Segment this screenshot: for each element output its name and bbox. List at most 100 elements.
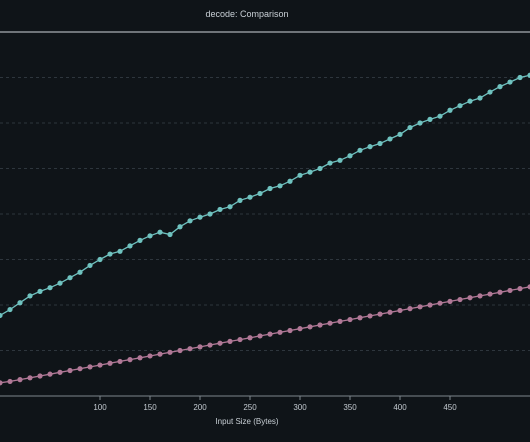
data-point [297,172,303,178]
data-point [177,347,183,354]
data-point [117,248,123,254]
data-point [377,311,383,317]
data-point [87,364,93,370]
data-point [27,293,33,299]
data-point [417,120,423,126]
data-point [477,95,483,101]
data-point [107,251,113,257]
data-point [447,107,453,113]
data-point [527,284,530,290]
x-tick-label: 200 [193,403,207,412]
data-point [297,326,303,332]
data-point [377,140,383,147]
data-point [497,289,503,295]
data-point [497,84,503,90]
data-point [197,344,203,350]
data-point [277,329,283,335]
data-point [207,342,213,348]
data-point [257,190,263,197]
data-point [437,300,443,306]
data-point [17,377,23,383]
data-point [117,358,123,365]
data-point [247,194,253,200]
x-tick-label: 150 [143,403,157,412]
data-point [427,116,433,122]
data-point [237,197,243,203]
data-point [257,333,263,339]
data-point [457,296,463,303]
data-point [397,131,403,137]
data-point [137,355,143,361]
data-point [127,243,133,249]
data-point [337,157,343,163]
data-point [167,349,173,355]
data-point [0,380,3,386]
data-point [217,206,223,213]
data-point [247,335,253,341]
data-point [147,353,153,359]
data-point [287,327,293,334]
data-point [37,288,43,294]
x-tick-label: 450 [443,403,457,412]
data-point [507,79,513,85]
data-point [7,378,13,385]
data-point [467,98,473,104]
data-point [317,322,323,328]
data-point [47,371,53,377]
data-point [337,318,343,324]
x-tick-label: 100 [93,403,107,412]
data-point [317,165,323,172]
data-point [177,224,183,230]
data-point [37,373,43,379]
data-point [367,313,373,319]
data-point [87,262,93,269]
data-point [157,229,163,235]
chart-title: decode: Comparison [205,9,289,19]
data-point [77,269,83,275]
data-point [197,214,203,220]
x-tick-label: 400 [393,403,407,412]
data-point [267,331,273,337]
x-axis-ticks: 100 150 200 250 300 350 400 450 [93,396,457,412]
data-point [97,362,103,368]
data-point [407,124,413,131]
data-point [507,287,513,294]
data-point [97,256,103,263]
data-point [227,204,233,210]
data-point [367,144,373,150]
data-point [417,304,423,310]
series-layer [0,72,530,386]
data-point [277,183,283,189]
data-point [397,307,403,314]
data-point [127,357,133,363]
data-point [457,103,463,109]
x-tick-label: 300 [293,403,307,412]
data-point [267,185,273,192]
data-point [487,291,493,297]
gridlines [0,77,530,351]
data-point [57,369,63,375]
x-tick-label: 250 [243,403,257,412]
data-point [217,340,223,346]
data-point [307,324,313,330]
data-point [227,338,233,344]
data-point [187,346,193,352]
data-point [47,285,53,291]
data-point [147,233,153,239]
data-point [387,309,393,315]
data-point [307,169,313,175]
x-tick-label: 350 [343,403,357,412]
data-point [347,316,353,323]
data-point [237,336,243,343]
series-1 [0,72,530,319]
data-point [467,295,473,301]
data-point [427,302,433,308]
data-point [327,320,333,326]
data-point [7,306,13,313]
data-point [447,298,453,304]
data-point [137,237,143,243]
x-axis-label: Input Size (Bytes) [215,417,279,426]
data-point [17,300,23,306]
data-point [357,315,363,321]
